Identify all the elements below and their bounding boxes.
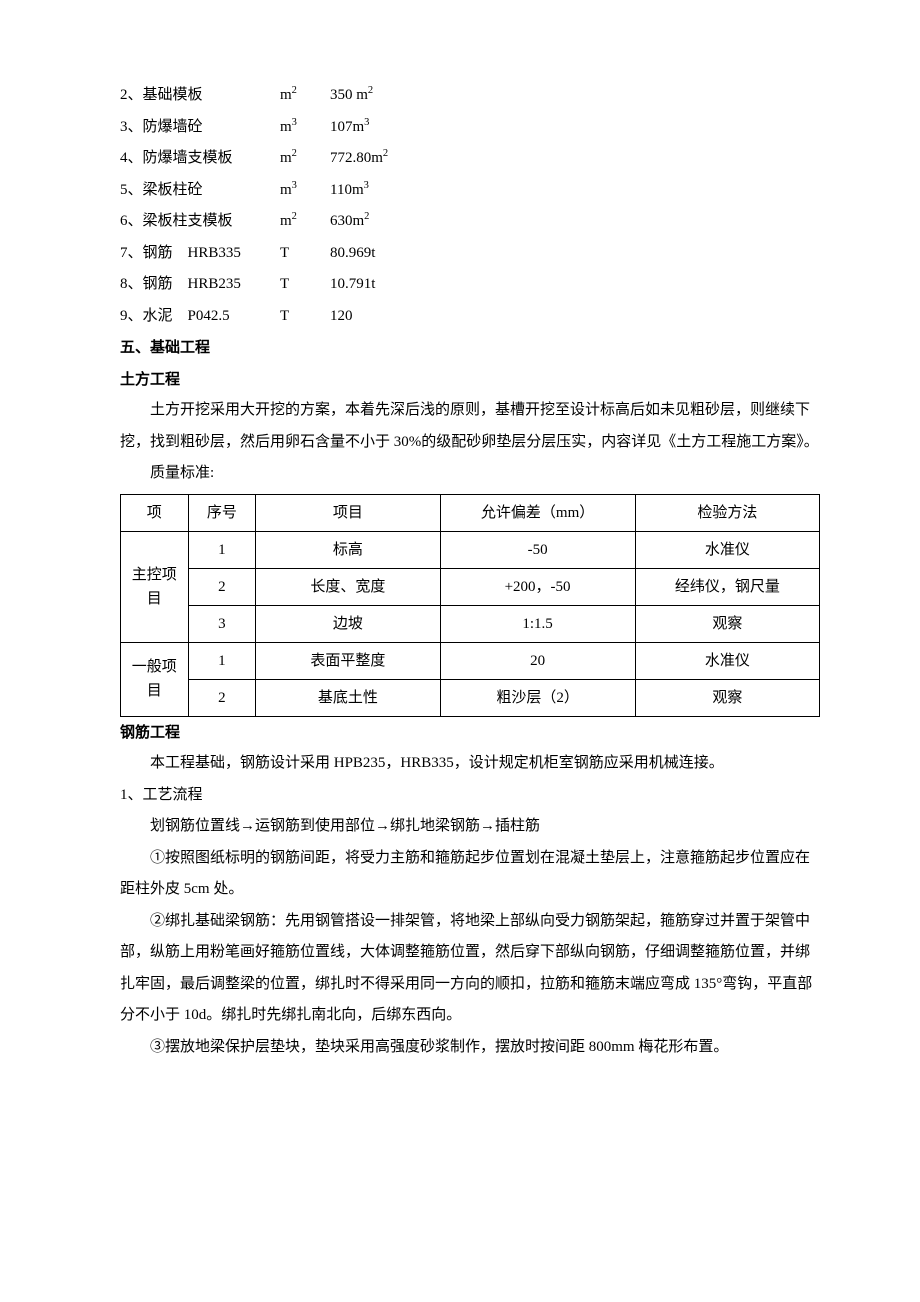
- earthwork-heading: 土方工程: [120, 364, 820, 396]
- table-row: 3 边坡 1:1.5 观察: [121, 605, 820, 642]
- cell-method: 经纬仪，钢尺量: [635, 568, 819, 605]
- quantity-label: 9、水泥 P042.5: [120, 301, 280, 333]
- th-method: 检验方法: [635, 494, 819, 531]
- quantity-value: 120: [330, 301, 353, 333]
- quantity-label: 2、基础模板: [120, 80, 280, 112]
- quantity-row: 6、梁板柱支模板m2630m2: [120, 206, 820, 238]
- quantity-list: 2、基础模板m2350 m23、防爆墙砼m3107m34、防爆墙支模板m2772…: [120, 80, 820, 332]
- cell-method: 水准仪: [635, 531, 819, 568]
- quantity-value: 350 m2: [330, 80, 373, 112]
- quantity-unit: T: [280, 269, 330, 301]
- table-row: 2 基底土性 粗沙层（2） 观察: [121, 679, 820, 716]
- cell-item: 长度、宽度: [256, 568, 440, 605]
- cell-item: 标高: [256, 531, 440, 568]
- quantity-value: 630m2: [330, 206, 369, 238]
- cell-method: 水准仪: [635, 642, 819, 679]
- th-tolerance: 允许偏差（mm）: [440, 494, 635, 531]
- table-row: 主控项目 1 标高 -50 水准仪: [121, 531, 820, 568]
- cell-tol: 20: [440, 642, 635, 679]
- quantity-unit: m3: [280, 175, 330, 207]
- quantity-unit: m2: [280, 206, 330, 238]
- th-category: 项: [121, 494, 189, 531]
- table-header-row: 项 序号 项目 允许偏差（mm） 检验方法: [121, 494, 820, 531]
- step-1: ①按照图纸标明的钢筋间距，将受力主筋和箍筋起步位置划在混凝土垫层上，注意箍筋起步…: [120, 843, 820, 906]
- cell-item: 边坡: [256, 605, 440, 642]
- quantity-label: 6、梁板柱支模板: [120, 206, 280, 238]
- cell-seq: 2: [188, 679, 256, 716]
- cell-seq: 1: [188, 531, 256, 568]
- earthwork-paragraph: 土方开挖采用大开挖的方案，本着先深后浅的原则，基槽开挖至设计标高后如未见粗砂层，…: [120, 395, 820, 458]
- rebar-heading: 钢筋工程: [120, 717, 820, 749]
- cell-seq: 3: [188, 605, 256, 642]
- quality-standard-table: 项 序号 项目 允许偏差（mm） 检验方法 主控项目 1 标高 -50 水准仪 …: [120, 494, 820, 717]
- quantity-unit: m2: [280, 143, 330, 175]
- quantity-unit: m3: [280, 112, 330, 144]
- quantity-value: 10.791t: [330, 269, 375, 301]
- quantity-unit: T: [280, 301, 330, 333]
- quantity-row: 8、钢筋 HRB235T10.791t: [120, 269, 820, 301]
- quantity-unit: m2: [280, 80, 330, 112]
- cell-method: 观察: [635, 605, 819, 642]
- cell-tol: +200，-50: [440, 568, 635, 605]
- quantity-row: 7、钢筋 HRB335T80.969t: [120, 238, 820, 270]
- cell-tol: -50: [440, 531, 635, 568]
- th-sequence: 序号: [188, 494, 256, 531]
- section-5-heading: 五、基础工程: [120, 332, 820, 364]
- cell-seq: 1: [188, 642, 256, 679]
- rebar-intro: 本工程基础，钢筋设计采用 HPB235，HRB335，设计规定机柜室钢筋应采用机…: [120, 748, 820, 780]
- quantity-row: 9、水泥 P042.5T120: [120, 301, 820, 333]
- cell-item: 基底土性: [256, 679, 440, 716]
- step-2: ②绑扎基础梁钢筋：先用钢管搭设一排架管，将地梁上部纵向受力钢筋架起，箍筋穿过并置…: [120, 906, 820, 1032]
- quantity-value: 772.80m2: [330, 143, 388, 175]
- quantity-label: 8、钢筋 HRB235: [120, 269, 280, 301]
- quantity-row: 3、防爆墙砼m3107m3: [120, 112, 820, 144]
- step-3: ③摆放地梁保护层垫块，垫块采用高强度砂浆制作，摆放时按间距 800mm 梅花形布…: [120, 1032, 820, 1064]
- th-item: 项目: [256, 494, 440, 531]
- quantity-label: 7、钢筋 HRB335: [120, 238, 280, 270]
- table-row: 2 长度、宽度 +200，-50 经纬仪，钢尺量: [121, 568, 820, 605]
- quantity-row: 2、基础模板m2350 m2: [120, 80, 820, 112]
- cell-tol: 粗沙层（2）: [440, 679, 635, 716]
- quality-standard-label: 质量标准:: [120, 458, 820, 490]
- quantity-label: 3、防爆墙砼: [120, 112, 280, 144]
- cell-seq: 2: [188, 568, 256, 605]
- process-label: 1、工艺流程: [120, 780, 820, 812]
- process-flow: 划钢筋位置线→运钢筋到使用部位→绑扎地梁钢筋→插柱筋: [120, 811, 820, 843]
- cell-method: 观察: [635, 679, 819, 716]
- quantity-label: 5、梁板柱砼: [120, 175, 280, 207]
- cell-category-main: 主控项目: [121, 531, 189, 642]
- quantity-row: 5、梁板柱砼m3110m3: [120, 175, 820, 207]
- quantity-row: 4、防爆墙支模板m2772.80m2: [120, 143, 820, 175]
- quantity-label: 4、防爆墙支模板: [120, 143, 280, 175]
- quantity-value: 107m3: [330, 112, 369, 144]
- quantity-value: 80.969t: [330, 238, 375, 270]
- cell-item: 表面平整度: [256, 642, 440, 679]
- cell-category-general: 一般项目: [121, 642, 189, 716]
- quantity-value: 110m3: [330, 175, 369, 207]
- quantity-unit: T: [280, 238, 330, 270]
- cell-tol: 1:1.5: [440, 605, 635, 642]
- table-row: 一般项目 1 表面平整度 20 水准仪: [121, 642, 820, 679]
